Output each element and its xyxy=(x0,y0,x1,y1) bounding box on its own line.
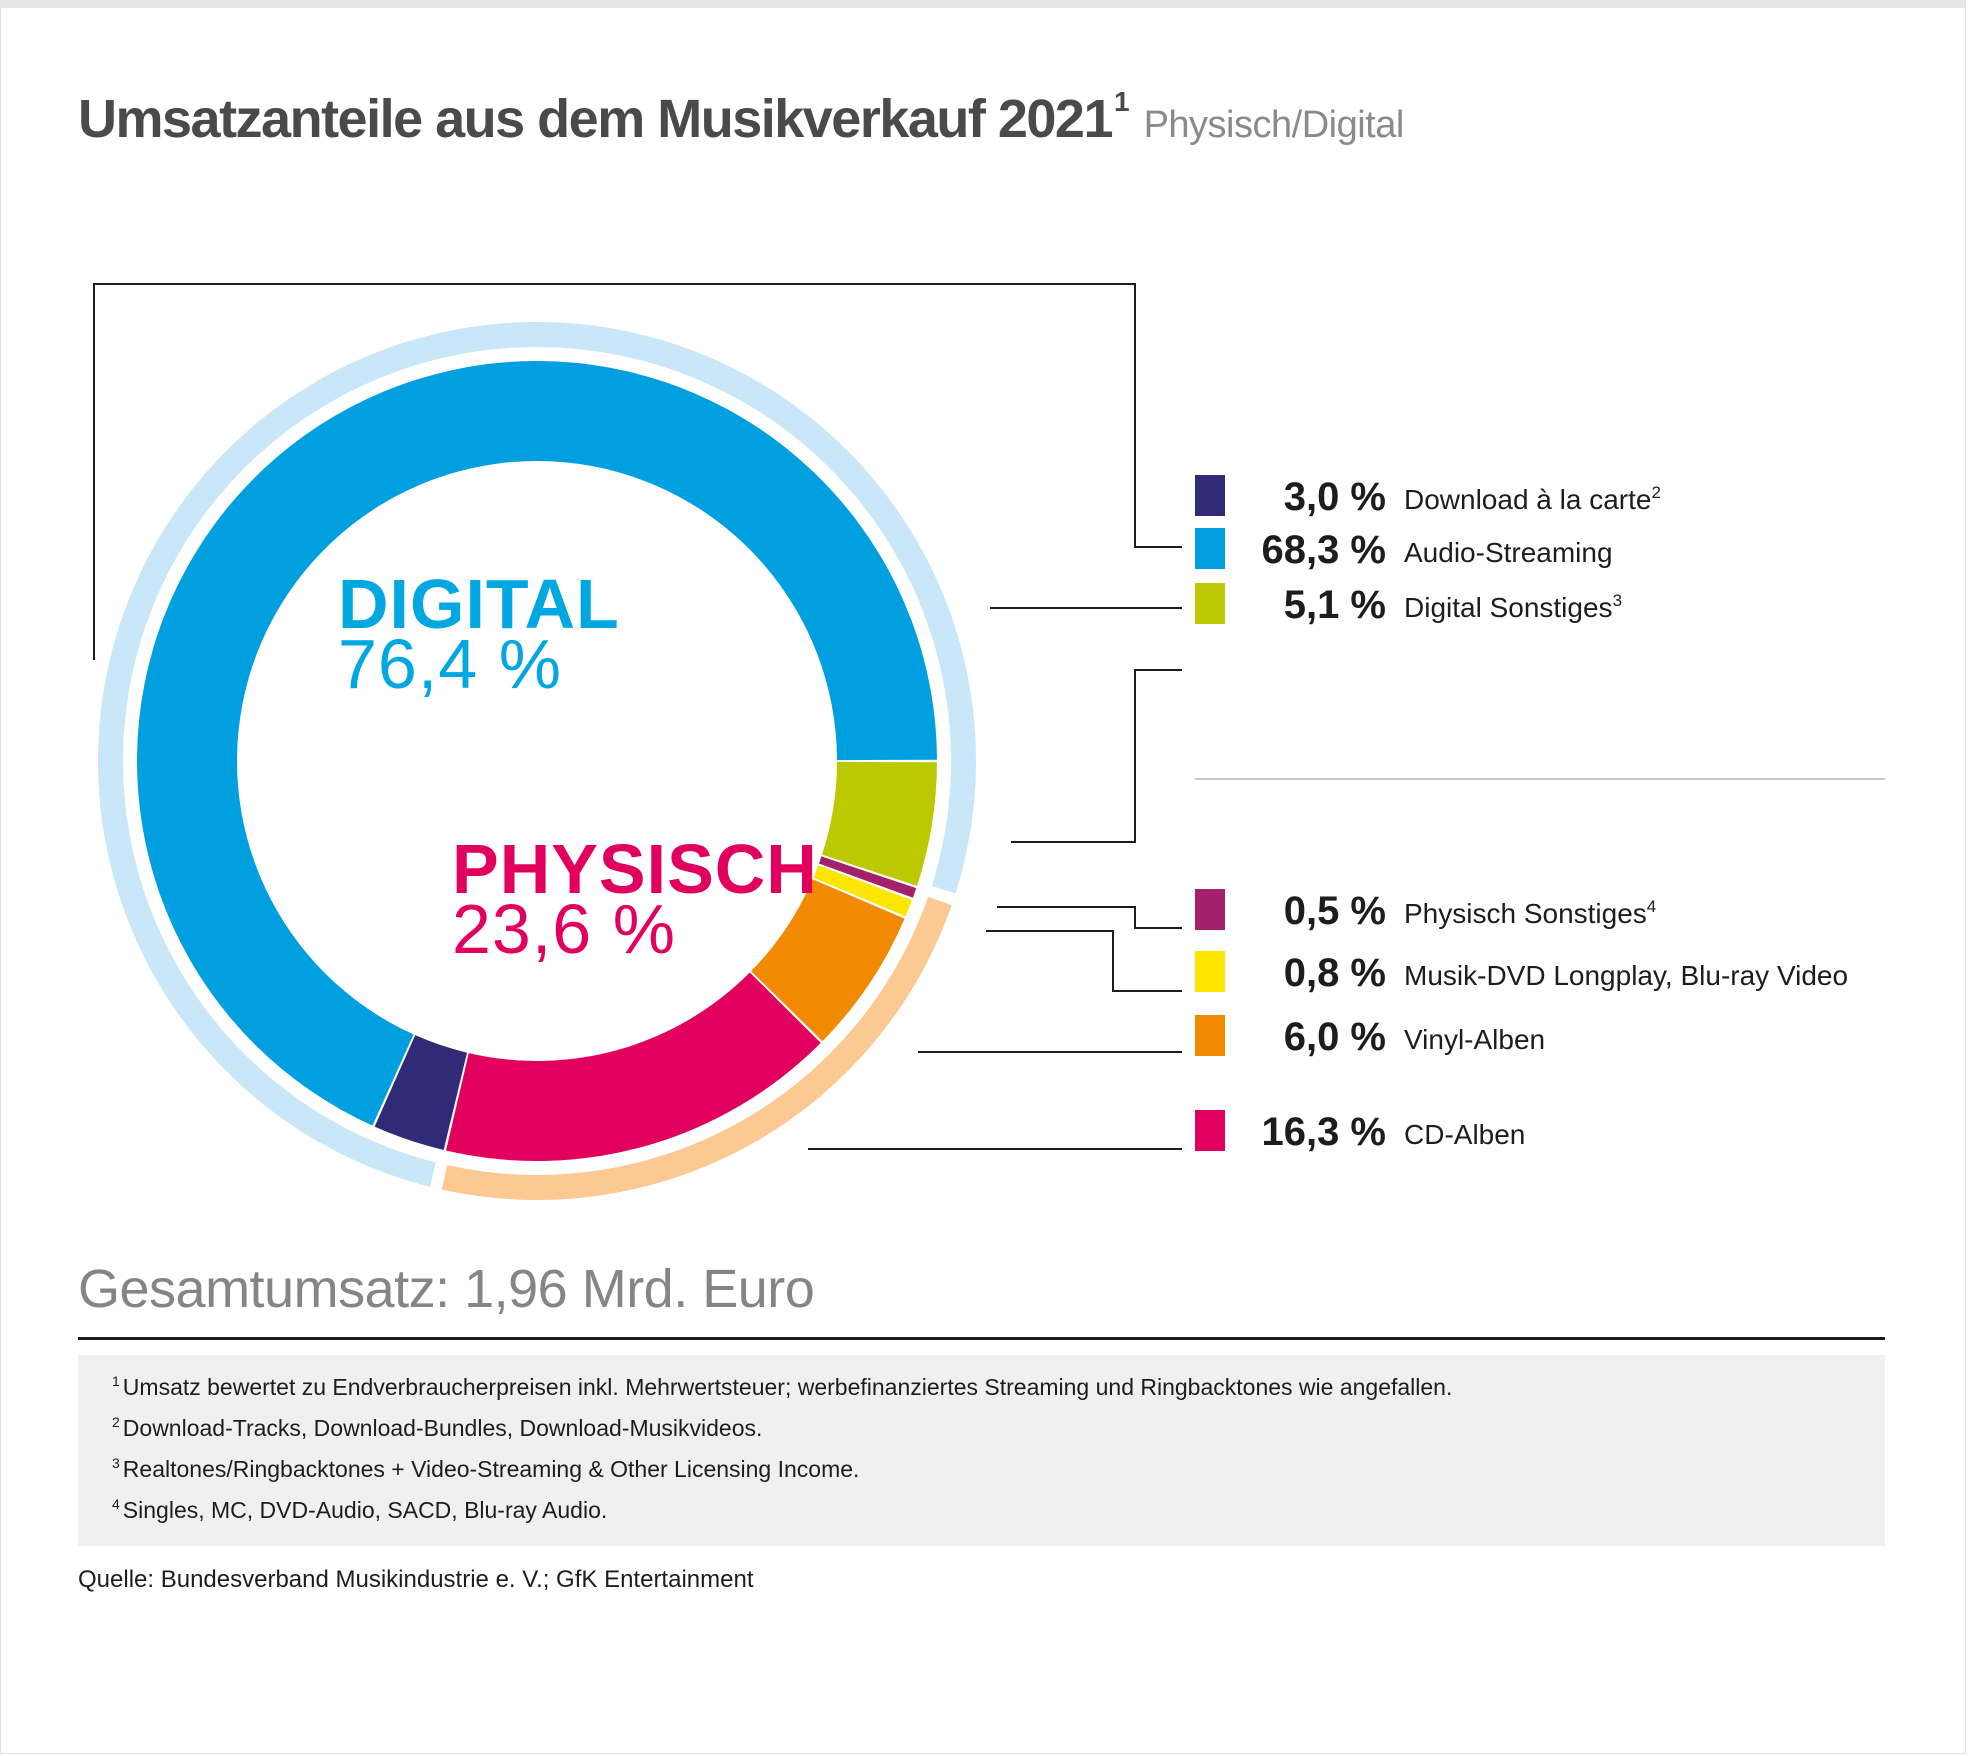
legend-footnote-marker: 3 xyxy=(1613,591,1622,610)
legend-label: Digital Sonstiges3 xyxy=(1404,591,1622,623)
footnote-marker: 4 xyxy=(112,1496,120,1512)
connector-physisch-sonstiges xyxy=(997,906,1182,929)
digital-group-label: DIGITAL xyxy=(338,565,620,643)
slice-vinyl-alben xyxy=(751,879,905,1042)
legend-value: 3,0 % xyxy=(1284,475,1386,519)
footnote: 2 Download-Tracks, Download-Bundles, Down… xyxy=(112,1414,762,1442)
legend-item-download-a-la-carte: 3,0 % Download à la carte2 xyxy=(1195,475,1661,519)
slice-physisch-sonstiges xyxy=(818,856,917,898)
footnote-marker: 1 xyxy=(112,1373,120,1389)
donut-chart: DIGITAL 76,4 % PHYSISCH 23,6 % 3,0 % Down… xyxy=(93,283,1885,1200)
slices xyxy=(137,360,937,1161)
connector-digital-sonstiges xyxy=(1011,669,1182,843)
legend-footnote-marker: 4 xyxy=(1647,897,1656,916)
legend-label: Vinyl-Alben xyxy=(1404,1024,1545,1055)
legend-value: 6,0 % xyxy=(1284,1015,1386,1059)
divider-rule xyxy=(78,1337,1885,1340)
footnote-text: Singles, MC, DVD-Audio, SACD, Blu-ray Au… xyxy=(122,1497,608,1523)
group-ring-physisch xyxy=(441,896,952,1200)
legend-item-physisch-sonstiges: 0,5 % Physisch Sonstiges4 xyxy=(1195,889,1656,933)
legend-item-cd-alben: 16,3 % CD-Alben xyxy=(1195,1110,1525,1154)
legend-item-digital-sonstiges: 5,1 % Digital Sonstiges3 xyxy=(1195,583,1622,627)
legend-swatch xyxy=(1195,583,1225,624)
footnote-marker: 3 xyxy=(112,1455,120,1471)
legend-item-audio-streaming: 68,3 % Audio-Streaming xyxy=(1195,528,1613,572)
legend-swatch xyxy=(1195,951,1225,992)
legend-value: 0,8 % xyxy=(1284,951,1386,995)
connector-digital-bracket xyxy=(93,283,1182,660)
legend-value: 0,5 % xyxy=(1284,889,1386,933)
legend: 3,0 % Download à la carte2 68,3 % Audio-Str… xyxy=(1195,475,1848,1154)
legend-footnote-marker: 2 xyxy=(1651,483,1660,502)
center-labels: DIGITAL 76,4 % PHYSISCH 23,6 % xyxy=(338,565,818,968)
legend-value: 5,1 % xyxy=(1284,583,1386,627)
chart-title-block: Umsatzanteile aus dem Musikverkauf 20211… xyxy=(78,86,1404,150)
slice-musik-dvd-longplay-blu-ray-video xyxy=(813,865,913,917)
chart-title: Umsatzanteile aus dem Musikverkauf 2021 xyxy=(78,89,1114,149)
group-ring xyxy=(98,321,977,1200)
legend-item-vinyl-alben: 6,0 % Vinyl-Alben xyxy=(1195,1015,1545,1059)
legend-item-musik-dvd-longplay-blu-ray-video: 0,8 % Musik-DVD Longplay, Blu-ray Video xyxy=(1195,951,1848,995)
connector-lines xyxy=(93,283,1182,1150)
footnote-text: Realtones/Ringbacktones + Video-Streamin… xyxy=(122,1456,860,1482)
connector-musik-dvd xyxy=(986,930,1182,992)
legend-label: Musik-DVD Longplay, Blu-ray Video xyxy=(1404,960,1848,991)
chart-subtitle: Physisch/Digital xyxy=(1143,104,1405,146)
footnote-text: Download-Tracks, Download-Bundles, Downl… xyxy=(122,1415,763,1441)
footnote: 1 Umsatz bewertet zu Endverbraucherpreise… xyxy=(112,1373,1452,1401)
slice-digital-sonstiges xyxy=(822,761,937,886)
legend-value: 68,3 % xyxy=(1261,528,1386,572)
footnote-text: Umsatz bewertet zu Endverbraucherpreisen… xyxy=(122,1374,1453,1400)
legend-value: 16,3 % xyxy=(1261,1110,1386,1154)
title-footnote-marker: 1 xyxy=(1114,86,1130,117)
digital-group-value: 76,4 % xyxy=(338,625,562,703)
legend-swatch xyxy=(1195,475,1225,516)
source-note: Quelle: Bundesverband Musikindustrie e. … xyxy=(78,1566,754,1593)
slice-download-a-la-carte xyxy=(374,1035,467,1150)
legend-swatch xyxy=(1195,1015,1225,1056)
physisch-group-value: 23,6 % xyxy=(452,890,676,968)
total-revenue: Gesamtumsatz: 1,96 Mrd. Euro xyxy=(78,1259,815,1319)
physisch-group-label: PHYSISCH xyxy=(452,830,818,908)
legend-label: Download à la carte2 xyxy=(1404,483,1661,515)
legend-label: CD-Alben xyxy=(1404,1119,1525,1150)
legend-label: Physisch Sonstiges4 xyxy=(1404,897,1656,929)
slice-cd-alben xyxy=(446,972,821,1161)
legend-label: Audio-Streaming xyxy=(1404,537,1613,568)
legend-swatch xyxy=(1195,889,1225,930)
footnote: 3 Realtones/Ringbacktones + Video-Streami… xyxy=(112,1455,859,1483)
footnote-marker: 2 xyxy=(112,1414,120,1430)
footnotes-box: 1 Umsatz bewertet zu Endverbraucherpreise… xyxy=(78,1355,1885,1546)
footnote: 4 Singles, MC, DVD-Audio, SACD, Blu-ray A… xyxy=(112,1496,607,1524)
legend-swatch xyxy=(1195,1110,1225,1151)
legend-swatch xyxy=(1195,528,1225,569)
